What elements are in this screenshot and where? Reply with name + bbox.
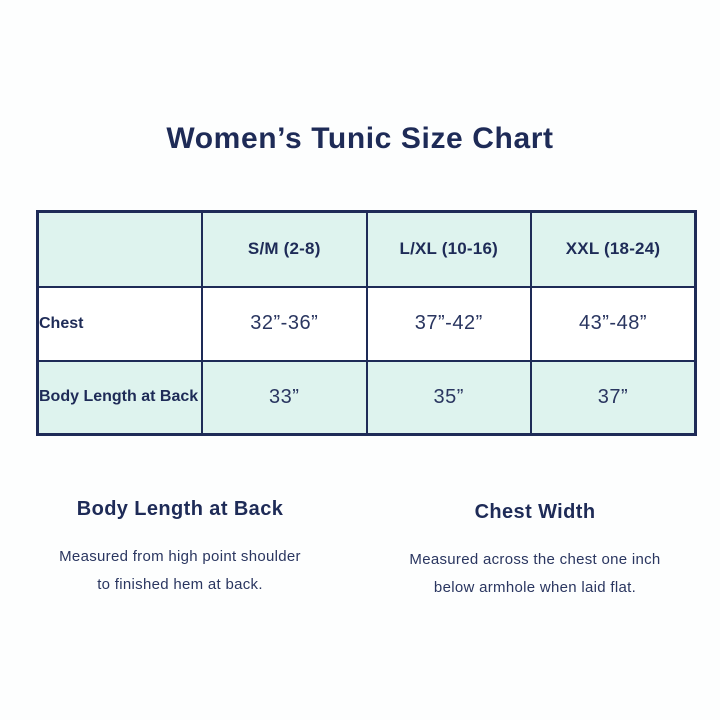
note-chest-width-heading: Chest Width: [474, 501, 596, 523]
size-chart-table: S/M (2-8) L/XL (10-16) XXL (18-24) Chest…: [36, 210, 697, 436]
corner-cell: [36, 210, 203, 288]
note-chest-width: Chest Width Measured across the chest on…: [380, 501, 690, 602]
note-chest-width-line-2: below armhole when laid flat.: [433, 579, 637, 596]
note-body-length-line-1: Measured from high point shoulder: [59, 548, 301, 565]
row-label-body-length: Body Length at Back: [36, 359, 203, 436]
note-body-length: Body Length at Back Measured from high p…: [25, 498, 335, 599]
cell-chest-sm: 32”-36”: [201, 285, 368, 362]
table-row-body-length: Body Length at Back 33” 35” 37”: [36, 359, 697, 436]
page-title: Women’s Tunic Size Chart: [166, 122, 554, 155]
note-chest-width-line-1: Measured across the chest one inch: [409, 551, 661, 568]
row-label-chest: Chest: [36, 285, 203, 362]
col-header-lxl: L/XL (10-16): [365, 210, 532, 288]
note-body-length-heading: Body Length at Back: [76, 498, 284, 520]
cell-body-length-sm: 33”: [201, 359, 368, 436]
cell-body-length-xxl: 37”: [530, 359, 697, 436]
col-header-xxl: XXL (18-24): [530, 210, 697, 288]
cell-chest-xxl: 43”-48”: [530, 285, 697, 362]
table-row-chest: Chest 32”-36” 37”-42” 43”-48”: [36, 285, 697, 362]
cell-chest-lxl: 37”-42”: [365, 285, 532, 362]
col-header-sm: S/M (2-8): [201, 210, 368, 288]
table-header-row: S/M (2-8) L/XL (10-16) XXL (18-24): [36, 210, 697, 288]
cell-body-length-lxl: 35”: [365, 359, 532, 436]
note-body-length-line-2: to finished hem at back.: [97, 576, 263, 593]
